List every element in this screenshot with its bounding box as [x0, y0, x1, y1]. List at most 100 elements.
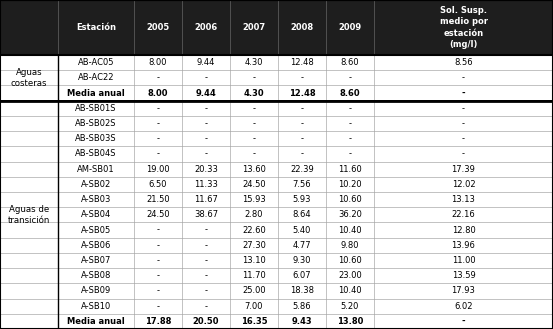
Bar: [58, 116, 134, 131]
Bar: [58, 253, 134, 268]
Text: Aguas de
transición: Aguas de transición: [8, 205, 50, 225]
Bar: [58, 86, 134, 101]
Bar: [182, 55, 230, 70]
Text: -: -: [156, 134, 159, 143]
Bar: [58, 177, 134, 192]
Bar: [374, 101, 553, 116]
Bar: [58, 238, 134, 253]
Bar: [326, 314, 374, 329]
Text: -: -: [253, 134, 255, 143]
Bar: [182, 70, 230, 86]
Text: 15.93: 15.93: [242, 195, 266, 204]
Bar: [134, 131, 182, 146]
Text: 22.39: 22.39: [290, 165, 314, 174]
Bar: [326, 55, 374, 70]
Text: 5.20: 5.20: [341, 302, 359, 311]
Bar: [58, 162, 134, 177]
Bar: [0, 283, 58, 298]
Text: 17.88: 17.88: [145, 317, 171, 326]
Text: 9.43: 9.43: [291, 317, 312, 326]
Text: -: -: [253, 149, 255, 159]
Text: 11.60: 11.60: [338, 165, 362, 174]
Text: 16.35: 16.35: [241, 317, 267, 326]
Bar: [182, 116, 230, 131]
Bar: [134, 253, 182, 268]
Text: 8.56: 8.56: [454, 58, 473, 67]
Text: AB-SB03S: AB-SB03S: [75, 134, 117, 143]
Bar: [278, 238, 326, 253]
Bar: [230, 298, 278, 314]
Bar: [278, 70, 326, 86]
Bar: [230, 55, 278, 70]
Bar: [134, 70, 182, 86]
Bar: [230, 177, 278, 192]
Bar: [0, 207, 58, 222]
Bar: [230, 207, 278, 222]
Bar: [278, 177, 326, 192]
Bar: [278, 0, 326, 55]
Bar: [0, 298, 58, 314]
Text: 22.60: 22.60: [242, 226, 266, 235]
Bar: [0, 0, 58, 55]
Text: Media anual: Media anual: [67, 317, 125, 326]
Bar: [278, 222, 326, 238]
Text: -: -: [205, 287, 207, 295]
Bar: [374, 238, 553, 253]
Bar: [58, 0, 134, 55]
Bar: [326, 268, 374, 283]
Text: -: -: [205, 73, 207, 82]
Text: -: -: [156, 287, 159, 295]
Bar: [134, 207, 182, 222]
Bar: [58, 268, 134, 283]
Text: 38.67: 38.67: [194, 210, 218, 219]
Text: A-SB06: A-SB06: [81, 241, 111, 250]
Text: A-SB05: A-SB05: [81, 226, 111, 235]
Text: 7.00: 7.00: [245, 302, 263, 311]
Bar: [278, 146, 326, 162]
Text: -: -: [205, 241, 207, 250]
Text: 6.07: 6.07: [293, 271, 311, 280]
Text: -: -: [348, 134, 352, 143]
Bar: [134, 0, 182, 55]
Bar: [0, 131, 58, 146]
Bar: [230, 268, 278, 283]
Bar: [134, 146, 182, 162]
Text: AB-SB04S: AB-SB04S: [75, 149, 117, 159]
Text: 8.64: 8.64: [293, 210, 311, 219]
Text: 11.00: 11.00: [452, 256, 476, 265]
Bar: [134, 177, 182, 192]
Bar: [374, 162, 553, 177]
Text: 8.00: 8.00: [149, 58, 167, 67]
Text: 12.80: 12.80: [452, 226, 476, 235]
Text: 6.50: 6.50: [149, 180, 167, 189]
Text: A-SB03: A-SB03: [81, 195, 111, 204]
Bar: [58, 146, 134, 162]
Bar: [326, 0, 374, 55]
Text: A-SB08: A-SB08: [81, 271, 111, 280]
Text: -: -: [156, 256, 159, 265]
Bar: [278, 162, 326, 177]
Bar: [374, 70, 553, 86]
Bar: [374, 177, 553, 192]
Bar: [0, 70, 58, 86]
Text: -: -: [156, 241, 159, 250]
Bar: [278, 268, 326, 283]
Bar: [326, 253, 374, 268]
Bar: [374, 283, 553, 298]
Text: 22.16: 22.16: [452, 210, 476, 219]
Bar: [0, 253, 58, 268]
Bar: [134, 298, 182, 314]
Text: 17.39: 17.39: [452, 165, 476, 174]
Text: 21.50: 21.50: [146, 195, 170, 204]
Text: 10.40: 10.40: [338, 287, 362, 295]
Bar: [182, 314, 230, 329]
Text: 9.80: 9.80: [341, 241, 359, 250]
Bar: [182, 192, 230, 207]
Bar: [374, 192, 553, 207]
Text: 9.44: 9.44: [196, 89, 216, 98]
Bar: [134, 101, 182, 116]
Bar: [326, 131, 374, 146]
Bar: [278, 55, 326, 70]
Text: 10.40: 10.40: [338, 226, 362, 235]
Bar: [58, 70, 134, 86]
